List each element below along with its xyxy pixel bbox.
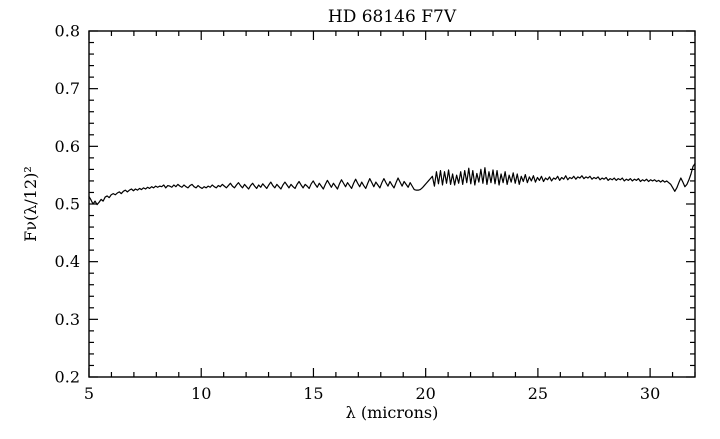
spectrum-data-line (88, 163, 696, 206)
y-tick-label: 0.2 (55, 368, 80, 387)
x-tick-label: 15 (303, 384, 323, 403)
axis-ticks (88, 30, 696, 378)
x-tick-label: 30 (640, 384, 660, 403)
y-tick-label: 0.6 (55, 137, 80, 156)
plot-frame (88, 30, 696, 378)
y-axis-label: Fν(λ/12)² (21, 166, 40, 242)
y-tick-label: 0.8 (55, 22, 80, 41)
x-axis-label: λ (microns) (346, 403, 439, 422)
x-tick-label: 10 (191, 384, 211, 403)
y-tick-labels: 0.2 0.3 0.4 0.5 0.6 0.7 0.8 (55, 22, 80, 387)
x-tick-labels: 5 10 15 20 25 30 (84, 384, 660, 403)
y-tick-label: 0.4 (55, 252, 80, 271)
y-tick-label: 0.3 (55, 310, 80, 329)
y-axis-label-group: Fν(λ/12)² (21, 166, 40, 242)
x-tick-label: 25 (528, 384, 548, 403)
x-tick-label: 5 (84, 384, 94, 403)
x-tick-label: 20 (415, 384, 435, 403)
plot-title: HD 68146 F7V (328, 7, 457, 27)
y-tick-label: 0.5 (55, 195, 80, 214)
y-tick-label: 0.7 (55, 79, 80, 98)
